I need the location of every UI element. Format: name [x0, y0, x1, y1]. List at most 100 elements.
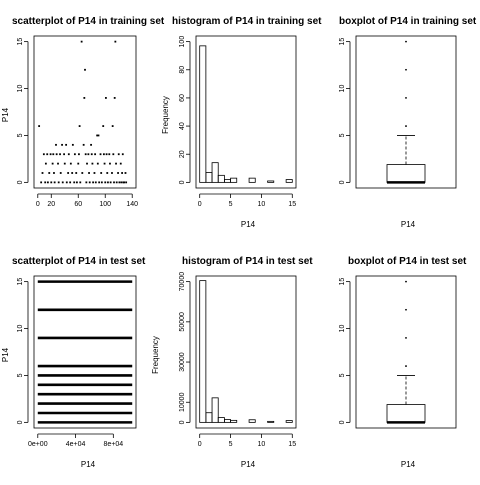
scatter-point — [41, 172, 44, 174]
y-tick-label: 100 — [179, 36, 186, 48]
outlier-point — [405, 40, 407, 43]
histogram-bar — [223, 179, 231, 183]
y-tick-label: 0 — [339, 420, 346, 424]
x-tick-label: 10 — [258, 441, 266, 448]
plot-frame — [33, 275, 137, 429]
scatter-point — [49, 153, 52, 156]
histogram-bars — [199, 280, 293, 423]
scatter-point — [84, 153, 87, 156]
plot-frame — [355, 35, 457, 189]
histogram-bar — [217, 174, 225, 183]
y-tick-label: 20 — [179, 150, 186, 158]
y-tick-label: 10 — [339, 85, 346, 93]
x-axis-label: P14 — [81, 460, 96, 469]
scatter-point — [75, 172, 78, 174]
scatter-point — [86, 162, 88, 165]
scatter-point — [78, 153, 80, 156]
axes: 0 5 10 15 — [339, 275, 457, 429]
x-tick-label: 0 — [198, 201, 202, 208]
y-tick-label: 30000 — [179, 352, 186, 372]
scatter-point — [94, 181, 97, 184]
scatter-point — [67, 172, 70, 174]
y-axis-label: Frequency — [161, 96, 170, 134]
panel-boxplot-training: boxplot of P14 in training set P14 0 5 10 1… — [339, 16, 477, 229]
y-tick-label: 15 — [17, 38, 24, 46]
scatter-marks — [37, 280, 133, 424]
scatter-point — [114, 40, 117, 43]
plot-frame — [195, 35, 297, 189]
scatter-point — [106, 172, 109, 174]
scatter-point — [102, 125, 105, 127]
y-tick-label: 5 — [339, 133, 346, 137]
chart-title: boxplot of P14 in training set — [339, 16, 477, 27]
histogram-bar — [285, 420, 293, 423]
scatter-point — [96, 162, 99, 165]
y-tick-label: 15 — [339, 38, 346, 46]
y-tick-label: 15 — [339, 278, 346, 286]
scatter-point — [71, 172, 74, 174]
scatter-point — [105, 97, 107, 99]
outlier-point — [405, 97, 407, 99]
histogram-bar — [205, 172, 213, 183]
scatter-point — [124, 172, 127, 174]
scatter-point — [55, 153, 58, 156]
scatter-point — [104, 181, 107, 184]
scatter-point — [69, 162, 72, 165]
y-tick-label: 5 — [339, 373, 346, 377]
x-tick-label: 60 — [74, 201, 82, 208]
scatter-point — [125, 181, 128, 184]
x-tick-label: 4e+04 — [66, 441, 86, 448]
panel-scatter-test: scatterplot of P14 in test set P14 P14 0… — [1, 256, 146, 469]
y-axis-label: Frequency — [151, 336, 160, 374]
scatter-point — [44, 181, 47, 184]
scatter-point — [105, 153, 108, 156]
scatter-point — [78, 125, 81, 127]
x-tick-label: 0e+00 — [28, 441, 48, 448]
scatter-point — [82, 143, 85, 146]
scatter-point — [108, 153, 111, 156]
scatter-point — [57, 162, 59, 165]
scatter-point — [90, 143, 92, 146]
y-tick-label: 10 — [17, 325, 24, 333]
x-tick-label: 0 — [198, 441, 202, 448]
scatter-point — [96, 134, 99, 137]
scatter-point — [85, 181, 88, 184]
scatter-point — [88, 181, 91, 184]
x-axis-label: P14 — [401, 220, 416, 229]
x-tick-label: 140 — [126, 201, 138, 208]
scatter-point — [91, 162, 94, 165]
scatter-point — [99, 153, 102, 156]
scatter-point — [40, 181, 43, 184]
y-tick-label: 50000 — [179, 312, 186, 332]
outlier-point — [405, 337, 407, 339]
scatter-point — [93, 172, 96, 174]
x-tick-label: 100 — [99, 201, 111, 208]
x-tick-label: 15 — [288, 441, 296, 448]
y-tick-label: 80 — [179, 66, 186, 74]
scatter-point — [107, 181, 109, 184]
scatter-point — [115, 181, 118, 184]
scatter-point — [51, 162, 54, 165]
scatter-point — [81, 172, 84, 174]
chart-title: histogram of P14 in test set — [182, 256, 313, 267]
axes: 0 5 10 15 0 20 60 100 140 — [17, 35, 138, 208]
panel-scatter-training: scatterplot of P14 in training set P14 0… — [1, 16, 165, 208]
y-tick-label: 15 — [17, 278, 24, 286]
chart-title: scatterplot of P14 in training set — [12, 16, 165, 27]
scatter-point — [119, 162, 122, 165]
scatter-point — [73, 181, 76, 184]
scatter-point — [111, 172, 113, 174]
scatter-point — [59, 172, 62, 174]
scatter-point — [79, 181, 82, 184]
scatter-point — [53, 181, 56, 184]
scatter-point — [120, 181, 123, 184]
scatter-point — [84, 68, 86, 71]
scatter-point — [80, 40, 83, 43]
scatter-point — [61, 181, 64, 184]
scatter-point — [61, 143, 63, 146]
y-tick-label: 10 — [339, 325, 346, 333]
x-tick-label: 8e+04 — [103, 441, 123, 448]
y-tick-label: 5 — [17, 373, 24, 377]
scatter-point — [94, 153, 97, 156]
